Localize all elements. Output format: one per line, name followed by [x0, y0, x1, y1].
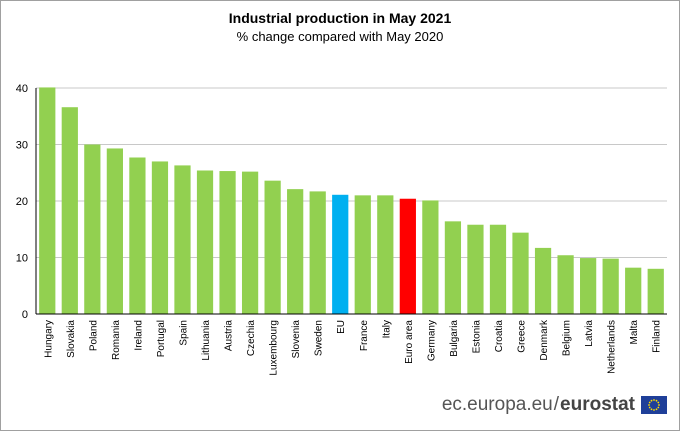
x-tick-label: Estonia — [471, 320, 482, 354]
x-tick-label: Netherlands — [607, 320, 618, 374]
x-tick-label: Malta — [629, 320, 640, 345]
bar — [580, 258, 597, 314]
x-tick-label: Italy — [381, 320, 392, 338]
x-tick-label: Bulgaria — [449, 320, 460, 357]
x-tick-label: Latvia — [584, 320, 595, 347]
bar — [512, 232, 529, 314]
bar — [61, 107, 78, 315]
bar — [39, 87, 56, 314]
bar — [129, 157, 146, 314]
y-tick-label: 40 — [16, 83, 28, 95]
bar — [332, 194, 349, 314]
bar — [196, 170, 214, 314]
x-tick-label: Croatia — [494, 320, 505, 353]
bar — [602, 258, 619, 314]
bar — [647, 268, 664, 314]
x-tick-label: Czechia — [246, 320, 257, 357]
x-tick-label: Belgium — [562, 320, 573, 356]
footer-site: ec.europa.eu — [441, 394, 553, 415]
bar — [557, 255, 574, 314]
bar — [264, 180, 281, 314]
y-tick-label: 10 — [16, 253, 28, 265]
x-tick-label: Luxembourg — [269, 320, 280, 376]
x-tick-label: Portugal — [156, 320, 167, 357]
x-tick-label: Romania — [111, 320, 122, 360]
bar — [219, 171, 236, 314]
x-tick-label: Hungary — [43, 320, 54, 358]
footer-brand: eurostat — [560, 394, 635, 415]
chart-title: Industrial production in May 2021 — [228, 10, 452, 26]
x-tick-label: Poland — [88, 320, 99, 351]
bar — [467, 224, 484, 314]
bar — [354, 195, 371, 314]
bar — [287, 189, 304, 314]
x-tick-label: France — [359, 320, 370, 352]
y-tick-label: 0 — [22, 309, 28, 321]
x-tick-label: Denmark — [539, 319, 550, 361]
x-tick-label: Slovakia — [66, 320, 77, 358]
bar — [106, 148, 123, 314]
x-tick-label: Germany — [426, 320, 437, 361]
x-tick-label: Greece — [517, 320, 528, 353]
chart-subtitle: % change compared with May 2020 — [236, 29, 444, 44]
x-tick-label: Ireland — [133, 320, 144, 351]
bar — [625, 267, 642, 314]
x-tick-label: Spain — [178, 320, 189, 346]
bar — [84, 144, 101, 314]
x-tick-label: EU — [336, 320, 347, 334]
eu-flag-icon — [641, 396, 667, 414]
footer-separator: / — [553, 394, 560, 415]
bar — [444, 221, 462, 314]
x-tick-label: Finland — [652, 320, 663, 353]
y-tick-label: 20 — [16, 196, 28, 208]
bar — [151, 161, 169, 314]
bar — [241, 171, 259, 314]
bar — [399, 198, 416, 314]
x-tick-label: Austria — [224, 320, 235, 352]
bar — [489, 224, 507, 314]
bar — [534, 247, 552, 314]
footer-credit: ec.europa.eu / eurostat — [442, 394, 667, 416]
x-tick-label: Euro area — [404, 320, 415, 364]
x-tick-label: Slovenia — [291, 320, 302, 359]
bar — [174, 165, 191, 314]
y-tick-label: 30 — [16, 140, 28, 152]
bar — [377, 195, 394, 314]
bar — [422, 200, 439, 314]
bar — [309, 191, 326, 314]
x-tick-label: Sweden — [314, 320, 325, 356]
x-tick-label: Lithuania — [201, 320, 212, 361]
